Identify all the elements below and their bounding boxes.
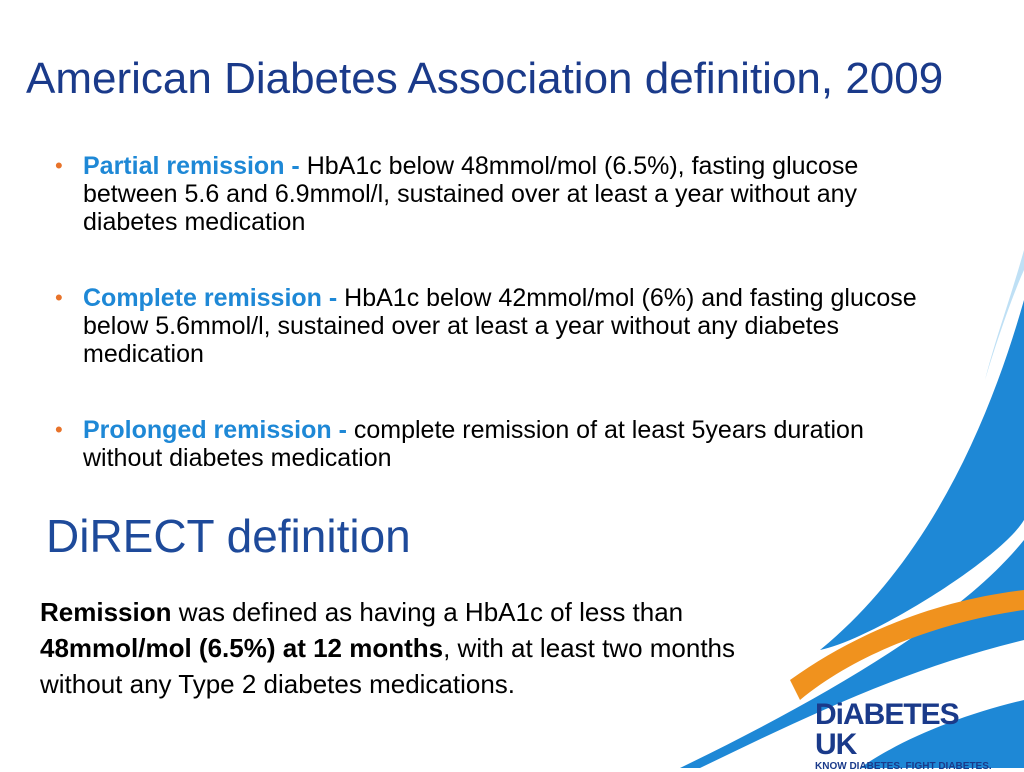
section-heading: DiRECT definition (46, 510, 411, 562)
orange-swoosh (790, 590, 1024, 700)
desc-prolonged: complete remission of at least 5years du… (83, 416, 864, 472)
direct-definition-text: Remission was defined as having a HbA1c … (40, 594, 820, 702)
definition-part-2: , with at least two months without any T… (40, 633, 736, 699)
list-item-prolonged: • Prolonged remission - complete remissi… (55, 416, 935, 472)
white-cutout (700, 640, 1024, 768)
list-item-complete: • Complete remission - HbA1c below 42mmo… (55, 284, 935, 368)
bullet-icon: • (55, 417, 63, 442)
bold-threshold: 48mmol/mol (6.5%) at 12 months (40, 633, 444, 663)
definition-list: • Partial remission - HbA1c below 48mmol… (55, 152, 935, 520)
term-partial: Partial remission - (83, 152, 307, 180)
bullet-icon: • (55, 285, 63, 310)
desc-partial: HbA1c below 48mmol/mol (6.5%), fasting g… (83, 152, 859, 236)
blue-swoosh (820, 300, 1024, 650)
term-complete: Complete remission - (83, 284, 345, 312)
definition-part-1: was defined as having a HbA1c of less th… (171, 597, 684, 627)
bold-remission: Remission (40, 597, 172, 627)
page-title: American Diabetes Association definition… (26, 54, 944, 104)
term-prolonged: Prolonged remission - (83, 416, 354, 444)
desc-complete: HbA1c below 42mmol/mol (6%) and fasting … (83, 284, 917, 368)
list-item-partial: • Partial remission - HbA1c below 48mmol… (55, 152, 935, 236)
diabetes-uk-logo: DiABETES UK KNOW DIABETES. FIGHT DIABETE… (815, 700, 1005, 772)
bullet-icon: • (55, 153, 63, 178)
logo-name: DiABETES UK (815, 698, 960, 761)
logo-tagline: KNOW DIABETES. FIGHT DIABETES. (815, 761, 992, 772)
light-swoosh (985, 250, 1024, 380)
